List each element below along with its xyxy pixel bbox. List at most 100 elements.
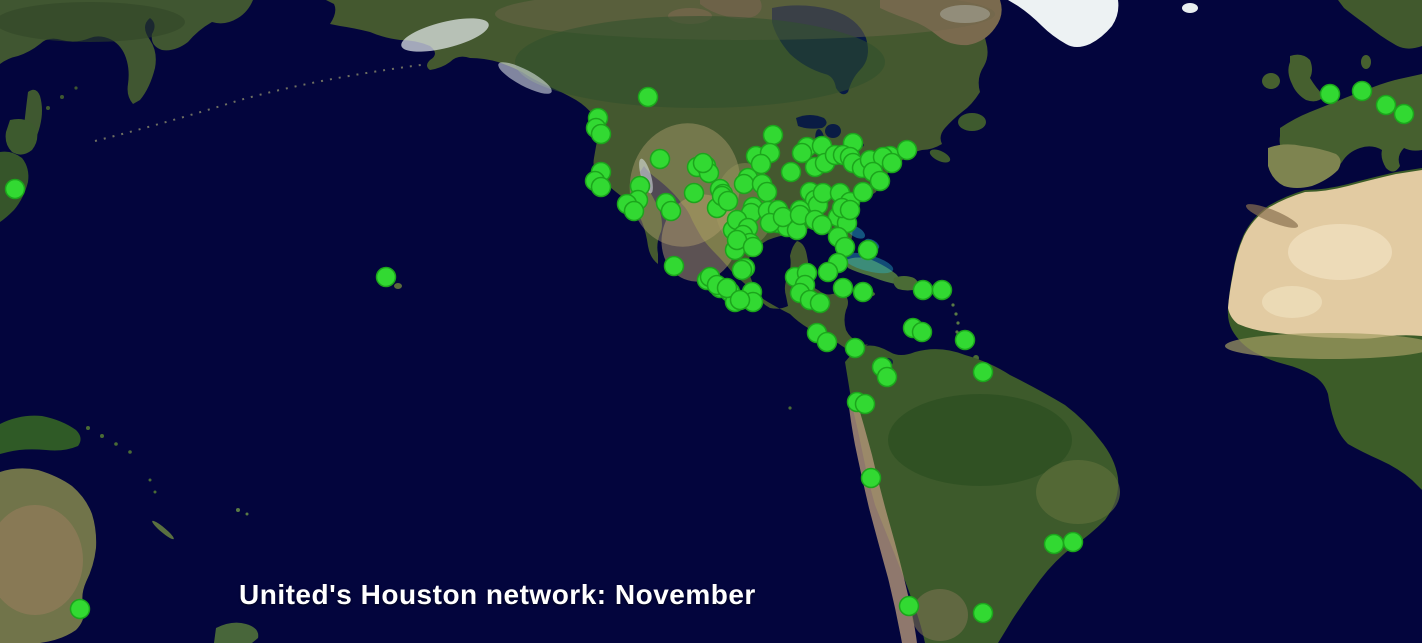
aleutian-islands [94,63,429,142]
destination-dot [817,261,839,283]
australia-outback [0,505,83,615]
lake-huron [825,124,841,138]
denmark [1361,55,1371,69]
destination-dot [717,190,739,212]
destination-dot [854,393,876,415]
patagonia [912,589,968,641]
destination-dot [375,266,397,288]
destination-dot [852,181,874,203]
destination-dot [844,337,866,359]
kuril-island [46,106,50,110]
iceland [1182,3,1198,13]
kuril-island [60,95,64,99]
antilles-island [951,303,955,307]
destination-dot [1319,83,1341,105]
destination-dot [857,239,879,261]
landmass-greenland [1008,0,1119,47]
map-caption: United's Houston network: November [239,579,756,610]
destination-dot [660,200,682,222]
destination-dot [912,279,934,301]
destination-dot [692,152,714,174]
destination-dot [683,182,705,204]
cuba [846,257,899,284]
landmass-siberia-shade [0,2,185,42]
destination-dot [852,281,874,303]
fiji-island [236,508,240,512]
solomon-island [114,442,118,446]
newfoundland [958,113,986,131]
destination-dot [811,214,833,236]
destination-dot [816,331,838,353]
amazon-forest [888,394,1072,486]
boreal-forest [515,16,885,108]
galapagos [788,406,792,410]
hispaniola [893,276,919,291]
destination-dot [762,124,784,146]
andes-mountains [848,395,917,643]
coast-range-snow [498,62,552,94]
destination-dot [663,255,685,277]
new-caledonia [152,520,174,540]
destination-dot [623,200,645,222]
destination-dot [832,277,854,299]
lake-superior [796,115,827,129]
destination-dot [860,467,882,489]
destination-dot [729,289,751,311]
destination-dot [896,139,918,161]
landmass-japan-north [5,119,38,155]
destination-dot [972,361,994,383]
destination-dot [1062,531,1084,553]
destination-dot [839,199,861,221]
destination-dot [881,152,903,174]
destination-dot [1351,80,1373,102]
antilles-island [954,312,958,316]
new-zealand [214,622,259,643]
fiji-island [245,512,249,516]
great-britain [1288,54,1324,102]
destination-dot [731,259,753,281]
destination-dot [972,602,994,624]
scandinavia [1338,0,1422,49]
destination-dot [590,123,612,145]
destination-dot [931,279,953,301]
destination-dot [812,182,834,204]
destination-dot [791,142,813,164]
destination-dot [898,595,920,617]
destination-dot [1393,103,1415,125]
sahara-highlight [1288,224,1392,280]
iberia [1268,144,1341,188]
destination-dot [637,86,659,108]
vanuatu-island [148,478,152,482]
destination-dot [733,173,755,195]
antilles-island [956,321,960,325]
destination-dot [1375,94,1397,116]
destination-dot [876,366,898,388]
brazil-highlands [1036,460,1120,524]
destination-dot [869,170,891,192]
destination-dot [69,598,91,620]
new-guinea [0,415,81,454]
destination-dot [750,153,772,175]
atlas-mountains [1245,204,1299,228]
sahara-highlight [1262,286,1322,318]
destination-dot [649,148,671,170]
alaska-snow [401,18,489,52]
sahel-band [1225,333,1422,359]
solomon-island [86,426,90,430]
destination-dot [911,321,933,343]
destination-dot [4,178,26,200]
destination-dot [590,176,612,198]
destination-dot [809,292,831,314]
destination-dot [756,181,778,203]
destination-dot [716,277,738,299]
destinations-layer [4,80,1415,624]
destination-dot [1043,533,1065,555]
solomon-island [100,434,104,438]
destination-dot [954,329,976,351]
cuba-shallows [842,252,894,274]
destination-dot [780,161,802,183]
destination-dot [742,236,764,258]
vanuatu-island [153,490,157,494]
hawaii-island [394,283,402,289]
